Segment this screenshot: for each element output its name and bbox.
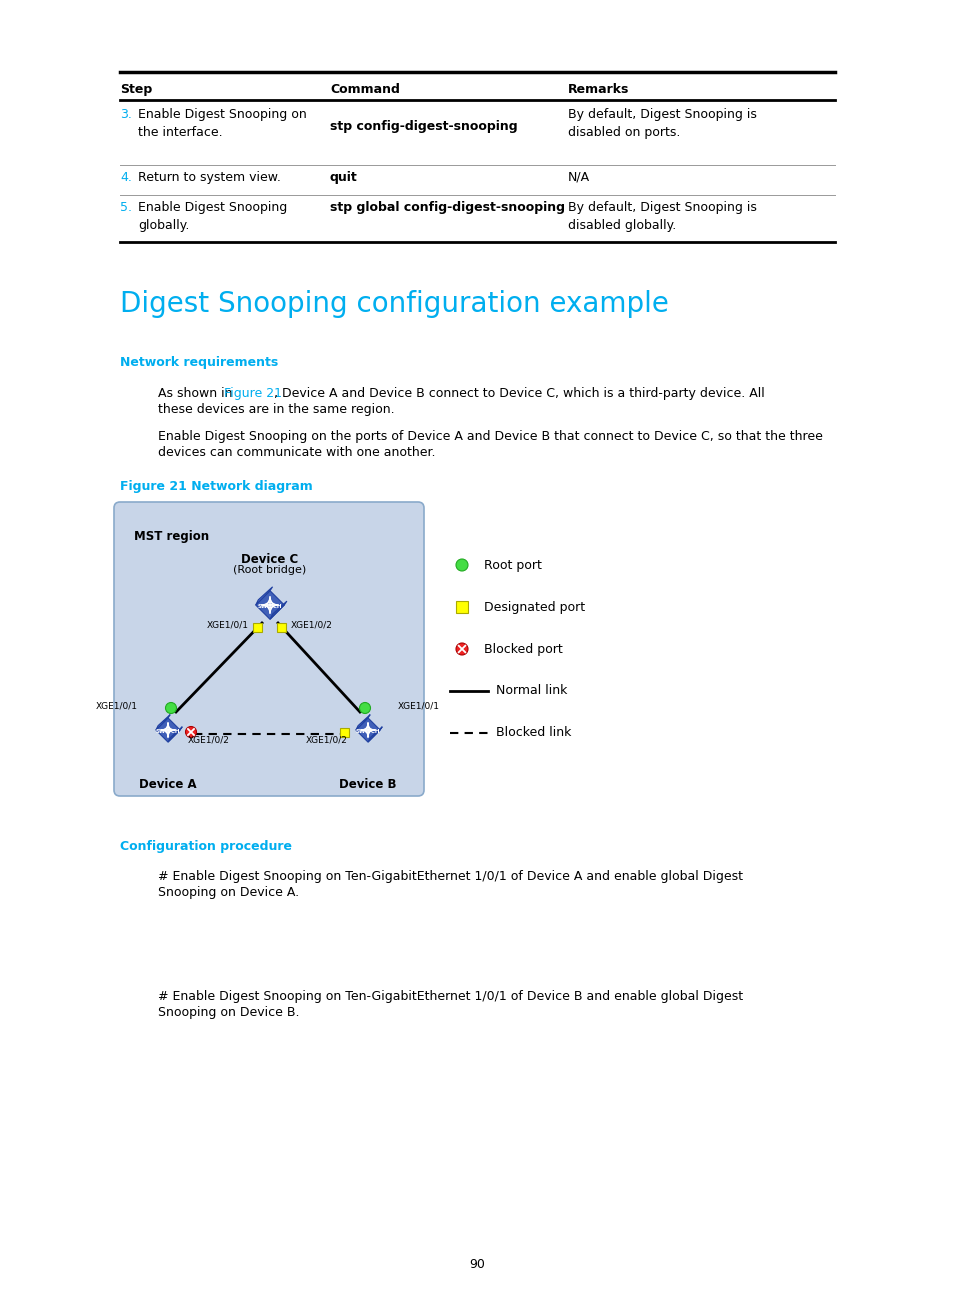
Polygon shape <box>155 718 180 743</box>
Text: XGE1/0/1: XGE1/0/1 <box>207 621 249 630</box>
Circle shape <box>456 559 468 572</box>
Polygon shape <box>168 727 182 743</box>
Text: By default, Digest Snooping is
disabled globally.: By default, Digest Snooping is disabled … <box>567 201 756 232</box>
Text: quit: quit <box>330 171 357 184</box>
Text: Command: Command <box>330 83 399 96</box>
Text: Root port: Root port <box>483 559 541 572</box>
Text: # Enable Digest Snooping on Ten-GigabitEthernet 1/0/1 of Device B and enable glo: # Enable Digest Snooping on Ten-GigabitE… <box>158 990 742 1003</box>
Text: XGE1/0/2: XGE1/0/2 <box>306 736 348 744</box>
Text: Designated port: Designated port <box>483 600 584 613</box>
Circle shape <box>359 702 370 714</box>
Text: 4.: 4. <box>120 171 132 184</box>
Circle shape <box>165 702 176 714</box>
Polygon shape <box>355 718 379 743</box>
Text: Step: Step <box>120 83 152 96</box>
Text: Blocked port: Blocked port <box>483 643 562 656</box>
Text: As shown in: As shown in <box>158 388 236 400</box>
Circle shape <box>456 643 468 654</box>
Text: Figure 21 Network diagram: Figure 21 Network diagram <box>120 480 313 492</box>
Text: 5.: 5. <box>120 201 132 214</box>
Text: devices can communicate with one another.: devices can communicate with one another… <box>158 446 435 459</box>
Text: Normal link: Normal link <box>496 684 567 697</box>
Text: , Device A and Device B connect to Device C, which is a third-party device. All: , Device A and Device B connect to Devic… <box>274 388 764 400</box>
Polygon shape <box>255 587 273 605</box>
Text: Snooping on Device A.: Snooping on Device A. <box>158 886 299 899</box>
Text: Return to system view.: Return to system view. <box>138 171 280 184</box>
Text: Configuration procedure: Configuration procedure <box>120 840 292 853</box>
Text: stp config-digest-snooping: stp config-digest-snooping <box>330 121 517 133</box>
Text: MST region: MST region <box>133 530 209 543</box>
Text: these devices are in the same region.: these devices are in the same region. <box>158 403 395 416</box>
Text: N/A: N/A <box>567 171 590 184</box>
Text: # Enable Digest Snooping on Ten-GigabitEthernet 1/0/1 of Device A and enable glo: # Enable Digest Snooping on Ten-GigabitE… <box>158 870 742 883</box>
Text: XGE1/0/1: XGE1/0/1 <box>397 701 439 710</box>
Text: XGE1/0/2: XGE1/0/2 <box>291 621 333 630</box>
Text: Blocked link: Blocked link <box>496 727 571 740</box>
Polygon shape <box>155 714 170 730</box>
Text: Snooping on Device B.: Snooping on Device B. <box>158 1006 299 1019</box>
Text: SWITCH: SWITCH <box>257 604 282 609</box>
Text: Enable Digest Snooping on the ports of Device A and Device B that connect to Dev: Enable Digest Snooping on the ports of D… <box>158 430 822 443</box>
FancyBboxPatch shape <box>113 502 423 796</box>
Polygon shape <box>355 714 370 730</box>
Text: SWITCH: SWITCH <box>355 728 380 734</box>
Text: Device B: Device B <box>339 778 396 791</box>
Text: Digest Snooping configuration example: Digest Snooping configuration example <box>120 290 668 318</box>
Text: Enable Digest Snooping on
the interface.: Enable Digest Snooping on the interface. <box>138 108 307 139</box>
Text: Enable Digest Snooping
globally.: Enable Digest Snooping globally. <box>138 201 287 232</box>
Text: (Root bridge): (Root bridge) <box>233 565 306 575</box>
Bar <box>456 601 468 613</box>
Text: By default, Digest Snooping is
disabled on ports.: By default, Digest Snooping is disabled … <box>567 108 756 139</box>
Bar <box>340 727 349 736</box>
Text: 3.: 3. <box>120 108 132 121</box>
Text: SWITCH: SWITCH <box>155 728 180 734</box>
Text: Remarks: Remarks <box>567 83 629 96</box>
Polygon shape <box>368 727 382 743</box>
Polygon shape <box>255 591 284 619</box>
Text: Device C: Device C <box>241 553 298 566</box>
Bar <box>253 622 262 631</box>
Text: 90: 90 <box>469 1258 484 1271</box>
Text: Device A: Device A <box>139 778 196 791</box>
Bar <box>277 622 286 631</box>
Text: stp global config-digest-snooping: stp global config-digest-snooping <box>330 201 564 214</box>
Text: XGE1/0/1: XGE1/0/1 <box>96 701 138 710</box>
Text: Figure 21: Figure 21 <box>224 388 282 400</box>
Circle shape <box>185 727 196 737</box>
Text: XGE1/0/2: XGE1/0/2 <box>188 736 230 744</box>
Polygon shape <box>270 601 287 619</box>
Text: Network requirements: Network requirements <box>120 356 278 369</box>
